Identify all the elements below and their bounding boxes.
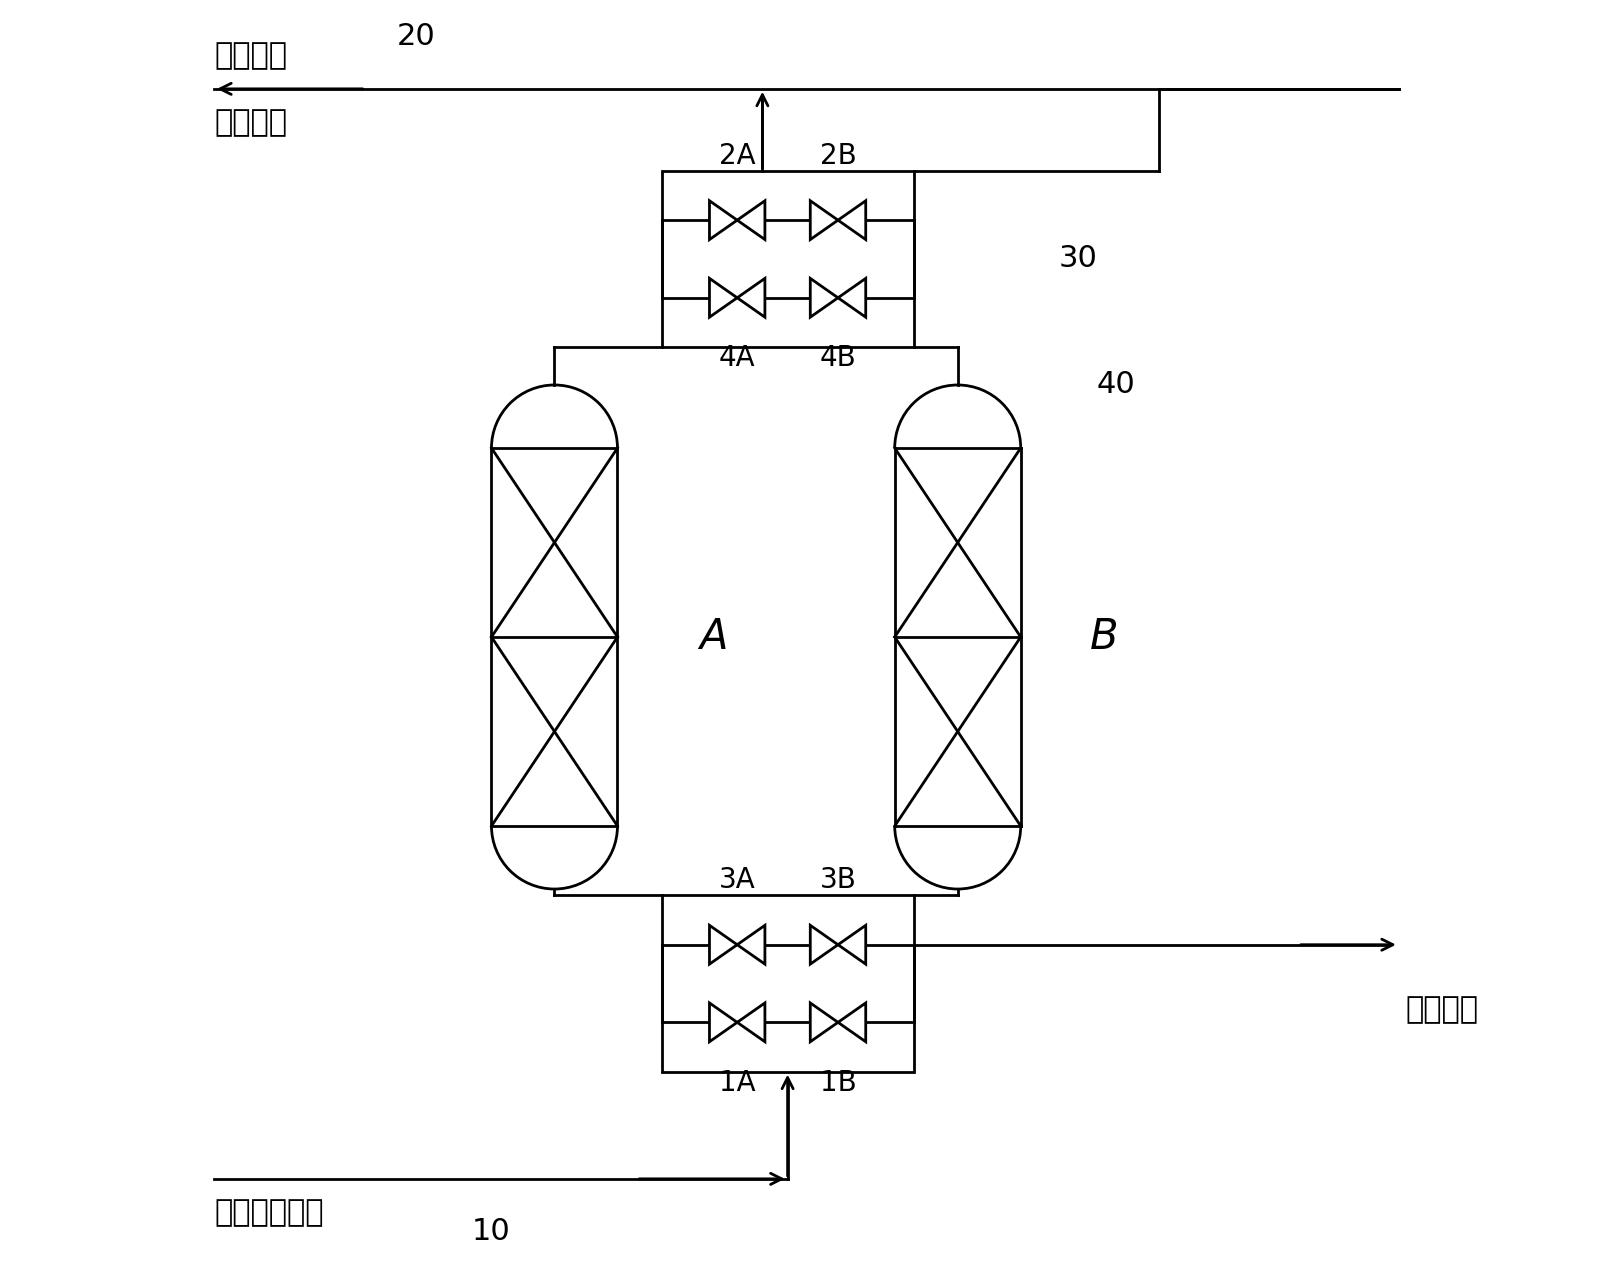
Text: 10: 10	[473, 1217, 511, 1246]
Text: B: B	[1090, 617, 1118, 657]
Text: 30: 30	[1058, 245, 1097, 274]
Polygon shape	[710, 925, 737, 964]
Text: 4A: 4A	[719, 344, 755, 372]
Polygon shape	[737, 201, 765, 240]
Polygon shape	[839, 279, 866, 317]
Bar	[661, 896, 913, 1071]
Polygon shape	[737, 925, 765, 964]
Polygon shape	[810, 925, 839, 964]
Polygon shape	[710, 201, 737, 240]
Text: 净化气返: 净化气返	[215, 41, 287, 70]
Text: 40: 40	[1097, 371, 1136, 400]
Polygon shape	[839, 925, 866, 964]
Polygon shape	[839, 201, 866, 240]
Polygon shape	[737, 1003, 765, 1042]
Text: 回气调库: 回气调库	[215, 108, 287, 136]
Text: 4B: 4B	[819, 344, 857, 372]
Text: 1A: 1A	[719, 1069, 755, 1097]
Text: 3A: 3A	[719, 866, 755, 894]
Bar	[661, 171, 913, 348]
Text: A: A	[700, 617, 727, 657]
Text: 2A: 2A	[719, 141, 755, 169]
Text: 20: 20	[397, 22, 436, 51]
Text: 2B: 2B	[819, 141, 857, 169]
Polygon shape	[810, 201, 839, 240]
Polygon shape	[710, 1003, 737, 1042]
Polygon shape	[810, 1003, 839, 1042]
Text: 1B: 1B	[819, 1069, 857, 1097]
Text: 再生废气: 再生废气	[1405, 995, 1478, 1024]
Text: 气调库中气体: 气调库中气体	[215, 1198, 324, 1227]
Text: 3B: 3B	[819, 866, 857, 894]
Polygon shape	[839, 1003, 866, 1042]
Polygon shape	[710, 279, 737, 317]
Polygon shape	[737, 279, 765, 317]
Polygon shape	[810, 279, 839, 317]
